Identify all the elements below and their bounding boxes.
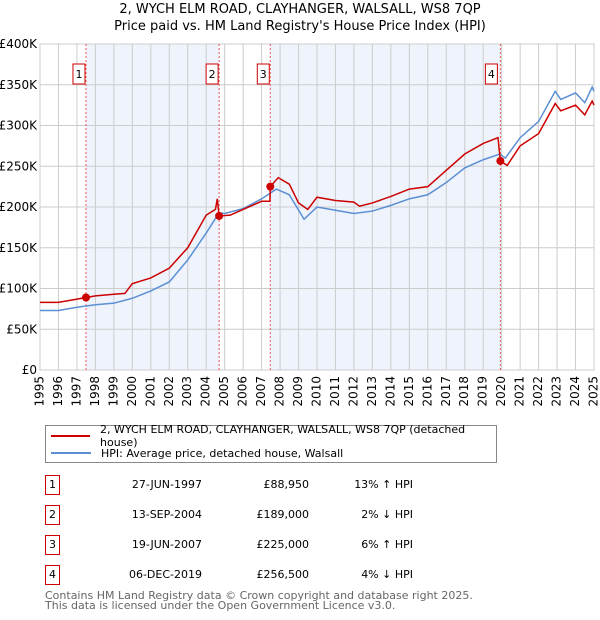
footer-line: Contains HM Land Registry data © Crown c…	[45, 589, 473, 602]
footer-line: This data is licensed under the Open Gov…	[45, 599, 396, 612]
plot-border	[39, 43, 595, 371]
sale-row: 3 19-JUN-2007 £225,000 6% ↑ HPI	[45, 535, 445, 555]
sale-label-box	[72, 63, 86, 85]
y-tick-label: £250K	[0, 159, 38, 173]
hpi-line	[40, 85, 595, 312]
x-tick-label: 2013	[365, 376, 379, 407]
sale-date: 27-JUN-1997	[131, 478, 202, 491]
sale-hpi-diff: 4% ↓ HPI	[361, 568, 413, 581]
sale-number-badge: 4	[45, 565, 60, 585]
x-tick-label: 2002	[162, 376, 176, 407]
sale-row: 1 27-JUN-1997 £88,950 13% ↑ HPI	[45, 475, 445, 495]
x-tick-label: 1996	[51, 376, 65, 407]
sale-label: 2	[209, 68, 216, 81]
sale-number-badge: 1	[45, 475, 60, 495]
x-tick-label: 1995	[33, 376, 47, 407]
x-tick-label: 2022	[531, 376, 545, 407]
sale-hpi-diff: 13% ↑ HPI	[354, 478, 413, 491]
sale-point	[496, 156, 505, 165]
legend-item-property: 2, WYCH ELM ROAD, CLAYHANGER, WALSALL, W…	[51, 423, 496, 449]
sale-point	[215, 211, 224, 220]
footer: Contains HM Land Registry data © Crown c…	[45, 589, 473, 612]
y-tick-label: £0	[22, 363, 37, 377]
x-tick-label: 2000	[125, 376, 139, 407]
sale-number-badge: 2	[45, 505, 60, 525]
x-tick-label: 1997	[69, 376, 83, 407]
x-tick-label: 2012	[346, 376, 360, 407]
legend-label: 2, WYCH ELM ROAD, CLAYHANGER, WALSALL, W…	[100, 423, 466, 449]
x-tick-label: 2020	[494, 376, 508, 407]
x-tick-label: 1999	[106, 376, 120, 407]
chart-title: 2, WYCH ELM ROAD, CLAYHANGER, WALSALL, W…	[119, 2, 481, 17]
sale-date: 13-SEP-2004	[131, 508, 202, 521]
y-tick-label: £300K	[0, 119, 38, 133]
sale-number-badge: 3	[45, 535, 60, 555]
sale-row: 4 06-DEC-2019 £256,500 4% ↓ HPI	[45, 565, 445, 585]
x-tick-label: 2014	[383, 376, 397, 407]
sale-label-box	[256, 63, 270, 85]
x-tick-label: 2021	[513, 376, 527, 407]
x-tick-label: 2025	[587, 376, 600, 407]
sale-date: 19-JUN-2007	[131, 538, 202, 551]
x-tick-label: 2009	[291, 376, 305, 407]
sale-label: 1	[75, 68, 82, 81]
sale-price: £189,000	[256, 508, 310, 521]
y-tick-label: £100K	[0, 282, 38, 296]
x-tick-label: 2024	[568, 376, 582, 407]
x-tick-label: 2018	[457, 376, 471, 407]
legend-label: HPI: Average price, detached house, Wals…	[101, 446, 344, 460]
x-tick-label: 2015	[402, 376, 416, 407]
sale-label: 3	[260, 68, 267, 81]
sale-price: £88,950	[263, 478, 310, 491]
x-tick-label: 2007	[254, 376, 268, 407]
sale-hpi-diff: 2% ↓ HPI	[361, 508, 413, 521]
x-tick-label: 2011	[328, 376, 342, 407]
x-tick-label: 2023	[550, 376, 564, 407]
x-tick-label: 2019	[476, 376, 490, 407]
sale-date: 06-DEC-2019	[128, 568, 202, 581]
x-tick-label: 2006	[236, 376, 250, 407]
x-tick-label: 2008	[273, 376, 287, 407]
chart-subtitle: Price paid vs. HM Land Registry's House …	[114, 19, 486, 34]
price-chart: 1995 1996 1997 1998 1999 2000 2001 2002 2003 2004…	[0, 37, 600, 407]
x-tick-label: 1998	[88, 376, 102, 407]
x-tick-label: 2016	[420, 376, 434, 407]
x-tick-label: 2004	[199, 376, 213, 407]
sale-price: £256,500	[256, 568, 310, 581]
x-tick-label: 2003	[180, 376, 194, 407]
sale-price: £225,000	[256, 538, 310, 551]
sale-point	[81, 293, 90, 302]
legend-line-blue	[51, 452, 91, 454]
legend: 2, WYCH ELM ROAD, CLAYHANGER, WALSALL, W…	[45, 423, 497, 463]
y-tick-label: £50K	[6, 322, 38, 336]
sale-row: 2 13-SEP-2004 £189,000 2% ↓ HPI	[45, 505, 445, 525]
sale-label-box	[484, 63, 498, 85]
price-paid-line	[40, 99, 595, 304]
legend-line-red	[51, 435, 91, 437]
y-tick-label: £350K	[0, 78, 38, 92]
x-tick-label: 2010	[310, 376, 324, 407]
sale-hpi-diff: 6% ↑ HPI	[361, 538, 413, 551]
sale-label: 4	[488, 68, 495, 81]
legend-item-hpi: HPI: Average price, detached house, Wals…	[51, 445, 343, 461]
y-tick-label: £200K	[0, 200, 38, 214]
sale-point	[266, 182, 275, 191]
x-tick-label: 2001	[143, 376, 157, 407]
y-tick-label: £400K	[0, 37, 38, 51]
x-tick-label: 2005	[217, 376, 231, 407]
sale-label-box	[205, 63, 219, 85]
x-tick-label: 2017	[439, 376, 453, 407]
y-tick-label: £150K	[0, 241, 38, 255]
